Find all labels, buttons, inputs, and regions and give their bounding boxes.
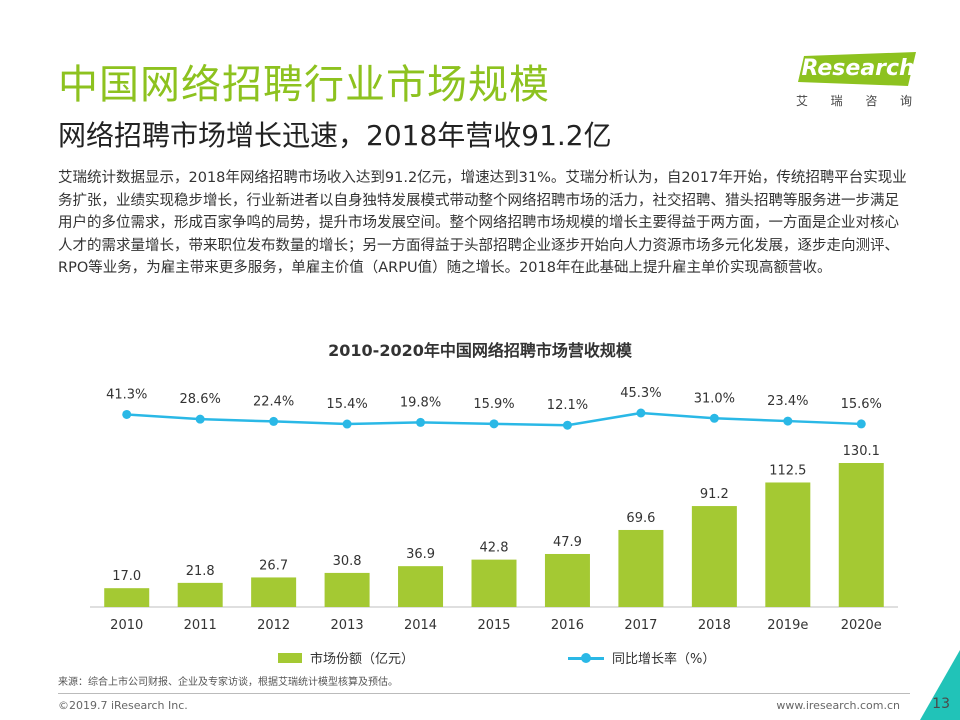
growth-point: [122, 409, 132, 419]
corner-decoration: [920, 650, 960, 720]
growth-value-label: 19.8%: [400, 395, 441, 410]
x-tick-label: 2015: [477, 618, 510, 633]
growth-point: [783, 416, 793, 426]
website-link[interactable]: www.iresearch.com.cn: [776, 699, 900, 712]
growth-point: [416, 417, 426, 427]
growth-value-label: 22.4%: [253, 394, 294, 409]
bar-value-label: 47.9: [553, 535, 582, 550]
legend-bar-label: 市场份额（亿元）: [310, 652, 415, 667]
growth-value-label: 15.4%: [326, 397, 367, 412]
x-tick-label: 2011: [184, 618, 217, 633]
bar: [177, 582, 223, 607]
revenue-chart: 17.0 2010 21.8 2011 26.7 2012 30.8 2013 36.9 2014…: [90, 386, 898, 633]
bar-value-label: 42.8: [480, 541, 509, 556]
bar: [838, 463, 884, 607]
chart-legend: 市场份额（亿元） 同比增长率（%）: [0, 648, 960, 668]
page-number: 13: [932, 696, 950, 712]
page-subtitle: 网络招聘市场增长迅速，2018年营收91.2亿: [58, 119, 612, 152]
bar-value-label: 17.0: [112, 569, 141, 584]
growth-value-label: 31.0%: [694, 391, 735, 406]
legend-line-label: 同比增长率（%）: [612, 652, 716, 667]
bar: [544, 553, 590, 607]
growth-value-label: 23.4%: [767, 394, 808, 409]
growth-point: [856, 419, 866, 429]
bar: [765, 482, 811, 607]
legend-item-bar: 市场份额（亿元）: [278, 648, 414, 667]
logo-char: 询: [899, 94, 912, 108]
bar: [471, 559, 517, 607]
growth-point: [342, 419, 352, 429]
x-tick-label: 2020e: [841, 618, 882, 633]
x-tick-label: 2018: [698, 618, 731, 633]
x-tick-label: 2010: [110, 618, 143, 633]
legend-item-line: 同比增长率（%）: [568, 648, 715, 667]
legend-bar-swatch: [278, 652, 302, 663]
growth-point: [709, 413, 719, 423]
logo-banner-shape: [798, 52, 916, 86]
growth-point: [195, 414, 205, 424]
growth-point: [562, 420, 572, 430]
growth-value-label: 41.3%: [106, 387, 147, 402]
bar-value-label: 91.2: [700, 487, 729, 502]
logo-subtext: 艾 瑞 咨 询: [796, 92, 912, 109]
bar-value-label: 26.7: [259, 558, 288, 573]
bar: [104, 588, 150, 607]
bar: [251, 577, 297, 607]
bar: [398, 566, 444, 607]
logo-char: 瑞: [830, 94, 843, 108]
page-title: 中国网络招聘行业市场规模: [58, 62, 550, 108]
growth-point: [269, 416, 279, 426]
bar-value-label: 69.6: [626, 511, 655, 526]
x-tick-label: 2017: [624, 618, 657, 633]
growth-value-label: 12.1%: [547, 398, 588, 413]
bar-value-label: 112.5: [769, 463, 806, 478]
legend-line-swatch: [568, 652, 604, 663]
x-tick-label: 2014: [404, 618, 437, 633]
iresearch-logo: iResearch 艾 瑞 咨 询: [790, 52, 918, 108]
x-tick-label: 2019e: [767, 618, 808, 633]
body-paragraph: 艾瑞统计数据显示，2018年网络招聘市场收入达到91.2亿元，增速达到31%。艾…: [58, 170, 907, 276]
bar-value-label: 30.8: [333, 554, 362, 569]
bar: [324, 572, 370, 607]
growth-value-label: 45.3%: [620, 386, 661, 401]
growth-point: [489, 419, 499, 429]
growth-value-label: 15.9%: [473, 397, 514, 412]
x-tick-label: 2012: [257, 618, 290, 633]
source-note: 来源：综合上市公司财报、企业及专家访谈，根据艾瑞统计模型核算及预估。: [58, 677, 398, 688]
logo-wordmark: iResearch: [794, 56, 915, 81]
bar: [691, 506, 737, 607]
growth-value-label: 15.6%: [841, 397, 882, 412]
growth-value-label: 28.6%: [180, 392, 221, 407]
footer-divider: [58, 693, 910, 694]
bar-value-label: 36.9: [406, 547, 435, 562]
bar-value-label: 130.1: [843, 444, 880, 459]
copyright: ©2019.7 iResearch Inc.: [58, 699, 188, 712]
x-tick-label: 2013: [331, 618, 364, 633]
bar-value-label: 21.8: [186, 564, 215, 579]
chart-title: 2010-2020年中国网络招聘市场营收规模: [328, 341, 632, 360]
bar: [618, 529, 664, 607]
growth-point: [636, 408, 646, 418]
x-tick-label: 2016: [551, 618, 584, 633]
logo-char: 艾: [796, 94, 809, 108]
logo-char: 咨: [865, 94, 878, 108]
